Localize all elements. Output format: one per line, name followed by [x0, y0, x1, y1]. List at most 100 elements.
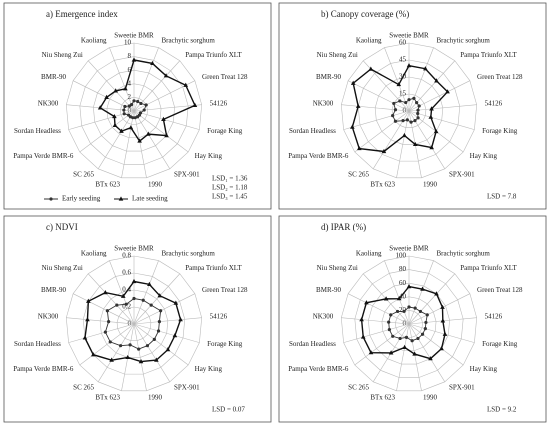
marker	[413, 119, 417, 123]
marker	[425, 313, 429, 317]
marker	[423, 66, 428, 71]
category-label: 1990	[423, 180, 438, 188]
annotation: LSD₂ = 1.18	[212, 184, 248, 192]
category-label: Forage King	[207, 340, 243, 348]
annotation: LSD = 0.07	[212, 406, 245, 414]
spoke	[133, 110, 189, 153]
category-label: NK300	[313, 100, 334, 108]
grid-ring	[82, 272, 186, 375]
marker	[356, 145, 362, 151]
category-label: SPX-901	[449, 170, 475, 178]
r-tick-label: 45	[399, 56, 407, 64]
category-label: Sweetie BMR	[114, 245, 154, 253]
spoke	[408, 110, 475, 130]
spoke	[87, 60, 135, 112]
marker	[141, 298, 145, 302]
marker	[391, 114, 395, 118]
grid-ring	[93, 69, 175, 152]
category-label: SC 265	[73, 383, 94, 391]
marker	[132, 99, 136, 103]
category-label: SC 265	[73, 170, 94, 178]
category-label: BMR-90	[41, 73, 66, 81]
r-tick-label: 0.6	[122, 269, 131, 277]
spoke	[133, 110, 171, 169]
category-label: Niu Sheng Zui	[317, 264, 358, 272]
r-tick-label: 0.4	[122, 286, 131, 294]
spoke	[408, 323, 446, 382]
marker	[147, 281, 152, 286]
marker	[192, 102, 198, 107]
marker	[350, 124, 355, 129]
grid-ring	[65, 42, 203, 179]
spoke	[97, 323, 135, 382]
category-label: Niu Sheng Zui	[317, 51, 358, 59]
marker	[388, 350, 394, 355]
marker	[405, 118, 409, 122]
spoke	[133, 260, 159, 325]
r-tick-label: 0.8	[122, 252, 131, 260]
category-label: 54126	[485, 313, 503, 321]
marker	[439, 345, 444, 351]
marker	[157, 293, 163, 298]
marker	[418, 309, 423, 314]
marker	[355, 103, 361, 108]
category-label: BTx 623	[370, 180, 395, 188]
marker	[407, 98, 411, 102]
grid-ring	[106, 83, 162, 139]
grid-ring	[340, 42, 478, 179]
category-label: Forage King	[482, 340, 518, 348]
grid-ring	[340, 255, 478, 392]
marker	[118, 344, 123, 348]
spoke	[133, 273, 181, 325]
r-tick-label: 60	[399, 279, 407, 287]
marker	[150, 60, 155, 66]
marker	[424, 320, 428, 325]
marker	[401, 119, 405, 123]
marker	[142, 108, 146, 112]
spoke	[341, 104, 410, 112]
grid-ring	[65, 255, 203, 392]
series-line	[360, 285, 446, 360]
marker	[415, 101, 419, 105]
category-label: Pampa Verde BMR-6	[13, 365, 74, 373]
category-label: Pampa Triunfo XLT	[460, 264, 517, 272]
r-tick-label: 15	[399, 90, 407, 98]
spoke	[396, 323, 410, 391]
category-label: 54126	[210, 313, 228, 321]
marker	[442, 331, 448, 336]
category-label: NK300	[38, 100, 59, 108]
marker	[368, 66, 374, 71]
legend-label: Early seeding	[62, 195, 101, 203]
spoke	[408, 293, 471, 325]
category-label: Forage King	[482, 127, 518, 135]
spoke	[408, 104, 477, 112]
category-label: SC 265	[348, 170, 369, 178]
marker	[107, 320, 111, 324]
marker	[350, 80, 356, 85]
marker	[420, 286, 425, 291]
spoke	[341, 317, 410, 325]
marker	[402, 344, 407, 349]
marker	[396, 81, 402, 87]
category-label: Brachytic sorghum	[436, 37, 490, 45]
marker	[410, 339, 414, 343]
marker	[402, 132, 407, 138]
category-label: Pampa Verde BMR-6	[288, 152, 349, 160]
marker	[393, 119, 398, 123]
spoke	[408, 323, 422, 391]
r-tick-label: 4	[128, 79, 132, 87]
marker	[416, 116, 420, 120]
spoke	[133, 323, 200, 343]
spoke	[133, 110, 147, 178]
marker	[138, 358, 144, 364]
category-label: BMR-90	[316, 286, 341, 294]
marker	[173, 300, 179, 305]
spoke	[384, 47, 410, 112]
spoke	[133, 317, 202, 325]
marker	[122, 108, 126, 112]
category-label: SPX-901	[174, 383, 200, 391]
marker	[123, 104, 127, 109]
